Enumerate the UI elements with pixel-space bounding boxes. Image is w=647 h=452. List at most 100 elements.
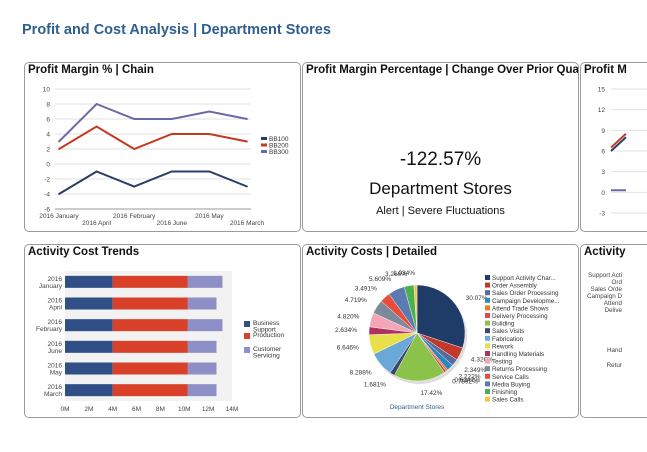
legend-swatch [244, 321, 250, 327]
legend-swatch [485, 358, 490, 364]
y-tick-label: 4 [46, 132, 50, 139]
data-point [95, 125, 98, 128]
legend-swatch [485, 381, 490, 387]
legend-label: Support Activity Char... [492, 275, 556, 282]
panel-activity-partial[interactable]: Activity Support Acti Ord Sales Orde Campai… [580, 244, 647, 418]
legend-label: Returns Processing [492, 366, 547, 373]
data-point [133, 118, 136, 120]
legend-label: Sales Calls [492, 397, 524, 404]
y-tick-label: 8 [46, 102, 50, 109]
bar-segment-customer-servicing [187, 384, 217, 397]
y-tick-label: 12 [598, 107, 606, 114]
bar-segment-business-support [65, 275, 113, 288]
panel-activity-cost-trends[interactable]: Activity Cost Trends 2016 January 2016 Apri… [24, 244, 301, 418]
bar-segment-production [112, 319, 188, 332]
data-point [208, 110, 211, 113]
bar-segment-production [112, 384, 188, 397]
bar-segment-customer-servicing [187, 319, 223, 332]
data-point [246, 185, 248, 188]
panel-title: Profit M [584, 64, 627, 76]
panel-title: Profit Margin % | Chain [28, 64, 154, 76]
legend-label: Finishing [492, 389, 518, 396]
slice-label: 4.820% [337, 313, 359, 320]
data-point [95, 103, 98, 105]
panel-title: Activity [584, 246, 626, 258]
x-tick-label: 0M [60, 406, 69, 413]
series-line-partial [610, 136, 627, 152]
bar-segment-production [112, 340, 188, 353]
panel-profit-margin-chain[interactable]: Profit Margin % | Chain 10 8 6 4 2 0 -2 -4 -6 201… [24, 62, 301, 232]
y-tick-label: 3 [601, 169, 605, 176]
row-label: Sales Orde [591, 286, 623, 293]
bar-segment-business-support [65, 297, 113, 310]
legend-swatch [485, 366, 490, 372]
data-point [246, 140, 248, 143]
data-point [170, 133, 173, 135]
category-label: 2016 [48, 298, 63, 305]
category-label: 2016 [48, 341, 63, 348]
slice-label: 2.222% [458, 373, 480, 380]
panel-title: Profit Margin Percentage | Change Over P… [306, 64, 579, 76]
slice-label: 4.326% [471, 356, 493, 363]
y-tick-label: -4 [44, 192, 50, 199]
x-tick-label: 10M [178, 406, 191, 413]
legend-label: Media Buying [492, 381, 531, 388]
slice-label: 3.491% [355, 285, 377, 292]
y-tick-label: 6 [601, 149, 605, 156]
legend-label: Campaign Developme... [492, 298, 560, 305]
panel-profit-margin-change[interactable]: Profit Margin Percentage | Change Over P… [302, 62, 579, 232]
plot-background [65, 271, 232, 401]
legend-swatch [485, 335, 490, 341]
y-tick-label: 15 [598, 87, 606, 94]
legend-label: BB100 [269, 136, 289, 143]
x-tick-label: 6M [132, 406, 141, 413]
panel-profit-margin-partial[interactable]: Profit M 15 12 9 6 3 0 -3 [580, 62, 647, 232]
legend-swatch [485, 282, 490, 288]
activity-cost-pie-chart: 30.07% 4.326% 2.349%2.222%0.6347%0.7892% 17… [335, 270, 560, 411]
row-label: Campaign D [587, 293, 622, 300]
legend-label: Fabrication [492, 336, 524, 343]
y-tick-label: 10 [43, 87, 51, 94]
slice-label: 0.6347% [454, 377, 480, 384]
x-tick-label: 2016 February [113, 213, 156, 220]
data-point [208, 133, 211, 135]
legend-swatch [485, 313, 490, 318]
legend-swatch [261, 137, 267, 140]
data-point [133, 185, 136, 188]
x-tick-label: 2016 January [39, 213, 79, 220]
legend-label: Business [253, 320, 280, 327]
legend-label: BB300 [269, 149, 289, 156]
legend-label: Production [253, 332, 284, 339]
series-line-bb200 [58, 125, 248, 151]
slice-label: 0.7892% [452, 379, 478, 386]
category-label: February [36, 326, 63, 333]
kpi-label: Department Stores [369, 179, 512, 198]
legend-label: Customer [253, 346, 282, 353]
legend-label: Attend Trade Shows [492, 305, 549, 312]
y-tick-label: -2 [44, 177, 50, 184]
bar-segment-production [112, 275, 188, 288]
slice-label: 3.266% [385, 271, 407, 278]
data-point [170, 118, 173, 120]
pie-axis-label: Department Stores [390, 404, 445, 411]
legend-label: Servicing [253, 353, 280, 360]
slice-label: 1.034% [393, 270, 415, 277]
legend-swatch [485, 290, 490, 296]
slice-label: 5.609% [369, 276, 391, 283]
panel-activity-costs-detailed[interactable]: Activity Costs | Detailed 30.07% 4.326% 2.… [302, 244, 579, 418]
legend-swatch [244, 333, 250, 339]
y-tick-label: 0 [46, 162, 50, 169]
category-label: April [49, 305, 63, 312]
category-label: 2016 [48, 276, 63, 283]
y-tick-label: 2 [46, 147, 50, 154]
row-label: Delive [605, 307, 623, 314]
data-point [208, 170, 211, 173]
pie-slice [394, 332, 445, 382]
slice-label: 1.681% [364, 381, 386, 388]
category-label: January [39, 283, 63, 290]
legend-label: Service Calls [492, 374, 529, 381]
data-point [246, 118, 248, 120]
x-tick-label: 2M [84, 406, 93, 413]
